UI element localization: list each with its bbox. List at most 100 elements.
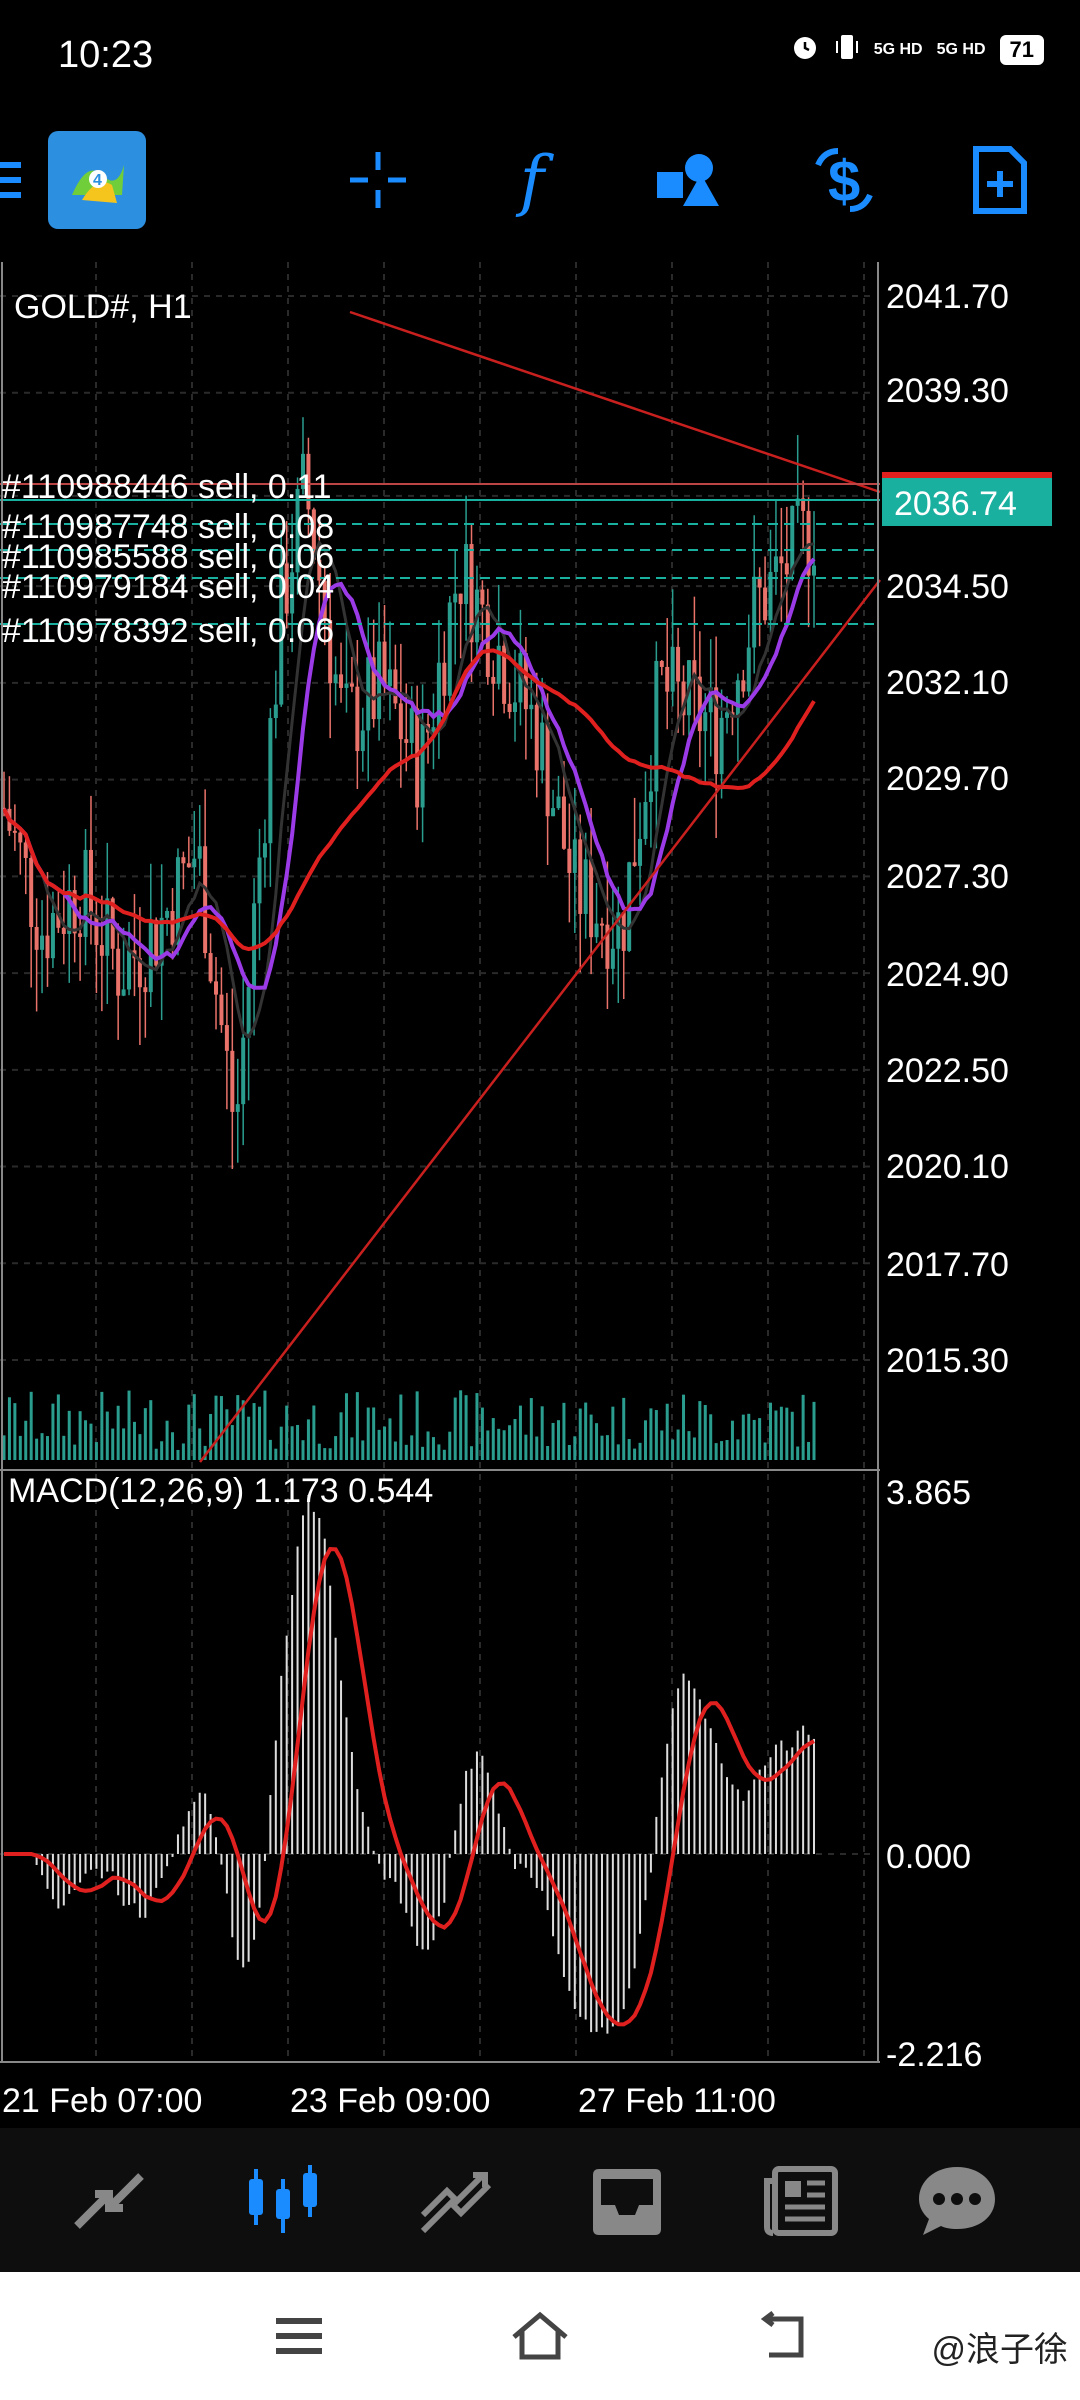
- volume-bar: [138, 1434, 142, 1460]
- candle-body: [83, 849, 88, 937]
- macd-tick: -2.216: [886, 2036, 982, 2074]
- home-icon[interactable]: [505, 2308, 575, 2364]
- volume-bar: [426, 1431, 430, 1460]
- vibrate-icon: [834, 32, 860, 68]
- volume-bar: [747, 1413, 751, 1460]
- volume-bar: [393, 1441, 397, 1460]
- volume-bar: [807, 1441, 811, 1460]
- candle-body: [197, 846, 202, 859]
- menu-icon[interactable]: [0, 125, 56, 235]
- candle-body: [768, 571, 773, 621]
- current-price-tag-marker: [882, 472, 1052, 478]
- volume-bar: [796, 1446, 800, 1460]
- objects-icon[interactable]: [648, 125, 728, 235]
- candle-body: [230, 1050, 235, 1112]
- volume-bar: [769, 1402, 773, 1460]
- trade-icon[interactable]: [412, 2156, 502, 2246]
- volume-bar: [459, 1390, 463, 1460]
- volume-bar: [40, 1433, 44, 1460]
- volume-bar: [790, 1411, 794, 1460]
- history-icon[interactable]: [582, 2156, 672, 2246]
- candle-body: [246, 987, 251, 1038]
- back-icon[interactable]: [746, 2308, 816, 2364]
- volume-bar: [480, 1407, 484, 1460]
- candle-body: [583, 859, 588, 914]
- bottom-navigation: [0, 2128, 1080, 2272]
- volume-bar: [546, 1445, 550, 1460]
- candle-body: [442, 662, 447, 696]
- volume-bar: [535, 1436, 539, 1460]
- volume-bar: [698, 1401, 702, 1460]
- candle-body: [143, 987, 148, 993]
- candle-body: [203, 846, 208, 954]
- candle-body: [480, 589, 485, 605]
- candle-body: [29, 857, 34, 927]
- chart-icon[interactable]: [238, 2156, 328, 2246]
- volume-bar: [567, 1444, 571, 1460]
- candle-body: [551, 808, 556, 817]
- order-labels[interactable]: #110988446 sell, 0.11 #110987748 sell, 0…: [2, 468, 334, 650]
- candle-body: [746, 647, 751, 692]
- volume-bar: [605, 1435, 609, 1460]
- price-tick: 2027.30: [886, 858, 1009, 896]
- volume-bar: [682, 1394, 686, 1460]
- news-icon[interactable]: [756, 2156, 846, 2246]
- function-icon[interactable]: f: [519, 141, 545, 219]
- price-chart[interactable]: 2041.70 2039.30 2034.50 2032.10 2029.70 …: [0, 262, 1080, 2122]
- volume-bar: [752, 1419, 756, 1460]
- volume-bar: [2, 1435, 6, 1460]
- volume-bar: [361, 1440, 365, 1460]
- trendline-support: [199, 579, 881, 1463]
- candle-body: [121, 989, 126, 996]
- volume-bar: [45, 1436, 49, 1460]
- crosshair-icon[interactable]: [338, 125, 418, 235]
- order-label[interactable]: #110979184 sell, 0.04: [2, 568, 334, 606]
- volume-bar: [763, 1442, 767, 1460]
- price-tick: 2039.30: [886, 372, 1009, 410]
- volume-bar: [13, 1403, 17, 1460]
- price-tick: 2017.70: [886, 1246, 1009, 1284]
- macd-signal-line: [4, 1547, 815, 2027]
- candle-body: [420, 724, 425, 808]
- candle-body: [518, 653, 523, 703]
- messages-icon[interactable]: [912, 2156, 1002, 2246]
- candle-body: [719, 717, 724, 775]
- price-tick: 2015.30: [886, 1342, 1009, 1380]
- candle-body: [676, 646, 681, 682]
- volume-bar: [622, 1397, 626, 1460]
- candle-body: [725, 712, 730, 718]
- volume-bar: [203, 1445, 207, 1460]
- order-label[interactable]: #110988446 sell, 0.11: [2, 468, 332, 506]
- chart-frame: [0, 262, 880, 2063]
- order-label[interactable]: #110987748 sell, 0.08: [2, 508, 334, 546]
- candle-body: [409, 708, 414, 743]
- candle-body: [306, 453, 311, 510]
- order-label[interactable]: #110978392 sell, 0.06: [2, 612, 334, 650]
- macd-tick: 0.000: [886, 1838, 971, 1876]
- volume-bar: [149, 1400, 153, 1460]
- volume-bar: [643, 1420, 647, 1460]
- volume-bar: [143, 1408, 147, 1460]
- order-label[interactable]: #110985588 sell, 0.06: [2, 538, 334, 576]
- volume-bar: [410, 1435, 414, 1460]
- volume-bar: [312, 1405, 316, 1460]
- candle-body: [12, 830, 17, 833]
- chart-canvas[interactable]: 2041.70 2039.30 2034.50 2032.10 2029.70 …: [0, 262, 1080, 2122]
- menu-icon[interactable]: [264, 2308, 334, 2364]
- quotes-icon[interactable]: [64, 2156, 154, 2246]
- candle-body: [371, 657, 376, 720]
- currency-icon[interactable]: $: [804, 125, 884, 235]
- volume-bar: [290, 1426, 294, 1460]
- candle-body: [540, 722, 545, 771]
- candle-body: [284, 563, 289, 614]
- candle-body: [572, 839, 577, 873]
- volume-bar: [127, 1390, 131, 1460]
- volume-bar: [720, 1441, 724, 1460]
- candle-body: [605, 924, 610, 969]
- volume-bar: [285, 1405, 289, 1460]
- new-order-icon[interactable]: [960, 125, 1040, 235]
- candle-body: [23, 842, 28, 858]
- candle-body: [779, 556, 784, 564]
- candle-body: [127, 950, 132, 990]
- volume-bar: [497, 1428, 501, 1460]
